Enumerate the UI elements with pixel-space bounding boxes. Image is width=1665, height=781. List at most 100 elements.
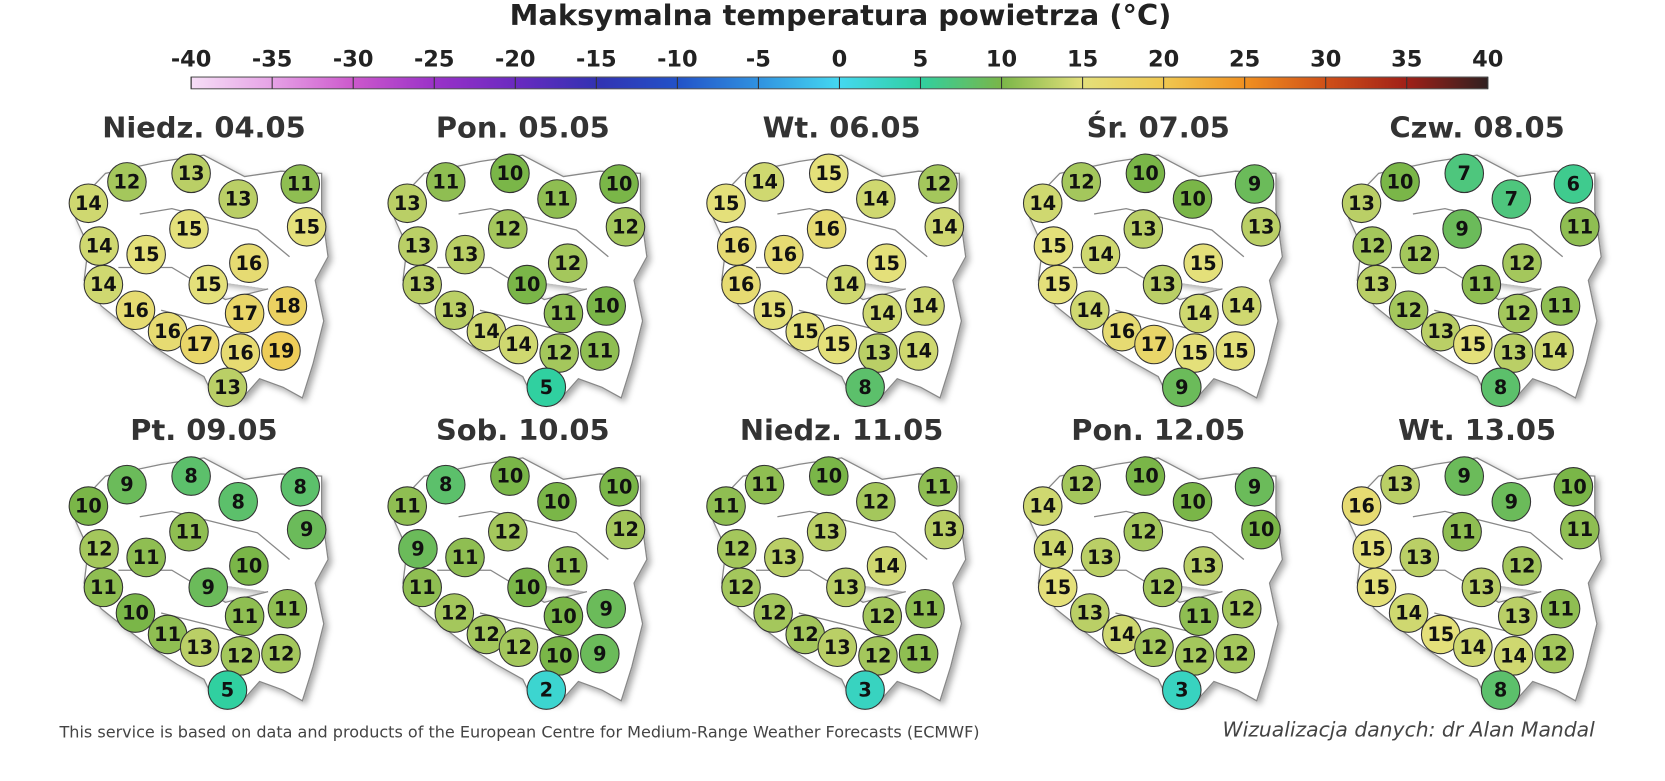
temperature-label: 11 [133, 546, 160, 569]
scale-tick-label: 5 [913, 46, 929, 72]
temperature-label: 14 [832, 273, 859, 296]
temperature-label: 10 [1179, 490, 1206, 513]
temperature-label: 7 [1505, 188, 1518, 211]
temperature-marker [856, 481, 896, 522]
temperature-marker [1123, 209, 1164, 249]
temperature-label: 11 [176, 520, 203, 543]
temperature-label: 10 [235, 555, 262, 578]
temperature-label: 15 [760, 299, 787, 322]
temperature-marker [721, 567, 761, 608]
temperature-label: 12 [1068, 473, 1095, 496]
temperature-label: 12 [612, 215, 639, 238]
temperature-marker [126, 234, 166, 275]
temperature-marker [115, 290, 156, 331]
temperature-label: 14 [1108, 623, 1135, 646]
temperature-marker [1534, 331, 1574, 371]
day-label: Pon. 12.05 [1071, 413, 1245, 447]
temperature-label: 13 [832, 576, 859, 599]
temperature-label: 12 [1359, 235, 1386, 258]
temperature-marker [918, 466, 958, 507]
temperature-label: 14 [869, 302, 896, 325]
temperature-marker [1241, 509, 1281, 550]
temperature-marker [1070, 290, 1110, 331]
scale-tick-label: 10 [986, 46, 1017, 72]
temperature-label: 9 [1248, 173, 1261, 196]
temperature-label: 12 [268, 642, 295, 665]
temperature-marker [402, 567, 443, 608]
temperature-marker [498, 324, 539, 365]
temperature-marker [764, 537, 804, 578]
temperature-marker [1142, 264, 1183, 305]
temperature-label: 15 [1363, 576, 1390, 599]
temperature-marker [862, 293, 903, 334]
temperature-marker [1444, 456, 1485, 496]
temperature-marker [1491, 481, 1532, 522]
temperature-marker [1179, 596, 1219, 637]
temperature-marker [856, 179, 896, 219]
temperature-label: 13 [1076, 602, 1103, 625]
temperature-marker [547, 546, 588, 586]
temperature-label: 13 [1427, 320, 1454, 343]
temperature-marker [1061, 464, 1102, 505]
temperature-marker [1221, 286, 1262, 326]
temperature-label: 11 [1547, 295, 1574, 318]
scale-tick-label: -5 [746, 46, 771, 72]
temperature-marker [425, 162, 466, 202]
temperature-label: 10 [546, 644, 573, 667]
temperature-marker [1497, 596, 1538, 637]
temperature-label: 14 [905, 339, 932, 362]
temperature-marker [498, 627, 539, 668]
temperature-label: 12 [792, 623, 819, 646]
temperature-marker [1560, 207, 1600, 247]
temperature-label: 12 [869, 605, 896, 628]
temperature-label: 13 [1406, 546, 1433, 569]
temperature-label: 16 [813, 218, 840, 241]
temperature-label: 10 [815, 465, 842, 488]
temperature-label: 11 [1449, 520, 1476, 543]
temperature-label: 9 [593, 642, 606, 665]
temperature-marker [543, 596, 584, 637]
temperature-label: 11 [586, 339, 613, 362]
scale-tick-label: 0 [832, 46, 848, 72]
temperature-marker [286, 509, 327, 550]
temperature-label: 14 [1076, 299, 1103, 322]
temperature-label: 12 [1130, 520, 1157, 543]
temperature-marker [905, 588, 945, 629]
temperature-marker [1540, 286, 1581, 326]
temperature-label: 13 [1504, 605, 1531, 628]
scale-tick-label: -40 [171, 46, 212, 72]
temperature-marker [507, 264, 547, 305]
temperature-marker [1480, 367, 1521, 408]
temperature-marker [68, 486, 109, 526]
temperature-marker [753, 593, 793, 633]
temperature-label: 9 [600, 597, 613, 620]
temperature-label: 12 [1141, 636, 1168, 659]
temperature-label: 11 [713, 495, 740, 518]
temperature-marker [1134, 627, 1174, 668]
temperature-label: 10 [1179, 188, 1206, 211]
temperature-marker [445, 234, 485, 275]
scale-tick-label: -25 [414, 46, 455, 72]
temperature-label: 16 [1108, 320, 1135, 343]
temperature-marker [1442, 511, 1482, 552]
temperature-marker [115, 593, 156, 633]
temperature-label: 13 [409, 273, 436, 296]
temperature-marker [1356, 264, 1397, 305]
scale-tick-label: -30 [333, 46, 374, 72]
temperature-label: 11 [544, 188, 571, 211]
temperature-label: 15 [792, 320, 819, 343]
temperature-label: 8 [231, 490, 244, 513]
temperature-marker [605, 509, 646, 550]
temperature-marker [744, 162, 785, 202]
temperature-marker [261, 633, 301, 674]
temperature-marker [1341, 486, 1382, 526]
temperature-label: 15 [713, 192, 740, 215]
temperature-marker [866, 546, 907, 586]
temperature-label: 14 [862, 188, 889, 211]
day-label: Czw. 08.05 [1389, 110, 1564, 144]
temperature-label: 9 [300, 518, 313, 541]
